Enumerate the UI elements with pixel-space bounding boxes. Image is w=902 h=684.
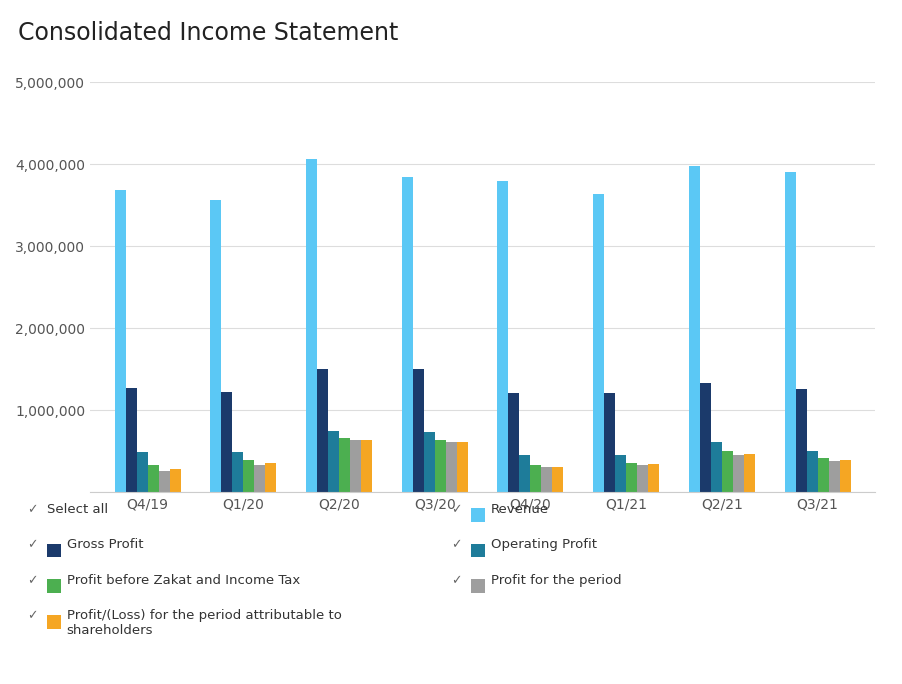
Bar [317,369,328,492]
Bar [732,455,744,492]
Bar [361,440,372,492]
Bar [350,440,361,492]
Bar [840,460,851,492]
Bar [604,393,615,492]
Text: Operating Profit: Operating Profit [491,538,597,551]
Bar [552,467,564,492]
Bar [328,431,339,492]
Y-axis label: SAR ’000: SAR ’000 [0,256,5,319]
Bar [306,159,317,492]
Bar [170,469,180,492]
Bar [637,464,649,492]
Text: ✓: ✓ [451,574,462,587]
Bar [649,464,659,492]
Bar [148,465,159,492]
Bar [806,451,817,492]
Bar [520,455,530,492]
Text: ✓: ✓ [451,538,462,551]
Bar [530,465,541,492]
Bar [244,460,254,492]
Bar [265,463,276,492]
Bar [210,200,221,492]
Text: ✓: ✓ [27,538,38,551]
Bar [509,393,520,492]
Text: ✓: ✓ [27,574,38,587]
Bar [413,369,424,492]
Bar [700,383,711,492]
Text: Profit for the period: Profit for the period [491,574,621,587]
Bar [424,432,435,492]
Text: ✓: ✓ [451,503,462,516]
Text: Profit/(Loss) for the period attributable to
shareholders: Profit/(Loss) for the period attributabl… [67,609,342,637]
Text: Profit before Zakat and Income Tax: Profit before Zakat and Income Tax [67,574,300,587]
Bar [817,458,829,492]
Bar [615,455,626,492]
Text: ✓: ✓ [27,503,38,516]
Bar [744,454,755,492]
Text: Gross Profit: Gross Profit [67,538,143,551]
Bar [125,389,136,492]
Bar [541,467,552,492]
Bar [829,461,840,492]
Bar [159,471,170,492]
Text: ✓: ✓ [27,609,38,622]
Bar [497,181,509,492]
Bar [115,190,125,492]
Bar [254,464,265,492]
Bar [711,443,722,492]
Bar [339,438,350,492]
Text: Revenue: Revenue [491,503,548,516]
Bar [233,452,244,492]
Bar [796,389,806,492]
Bar [456,442,468,492]
Bar [401,177,413,492]
Bar [722,451,732,492]
Bar [594,194,604,492]
Bar [689,166,700,492]
Bar [785,172,796,492]
Bar [221,393,233,492]
Bar [136,452,148,492]
Text: Consolidated Income Statement: Consolidated Income Statement [18,21,399,44]
Bar [435,440,446,492]
Bar [446,443,456,492]
Text: Select all: Select all [47,503,108,516]
Bar [626,463,637,492]
